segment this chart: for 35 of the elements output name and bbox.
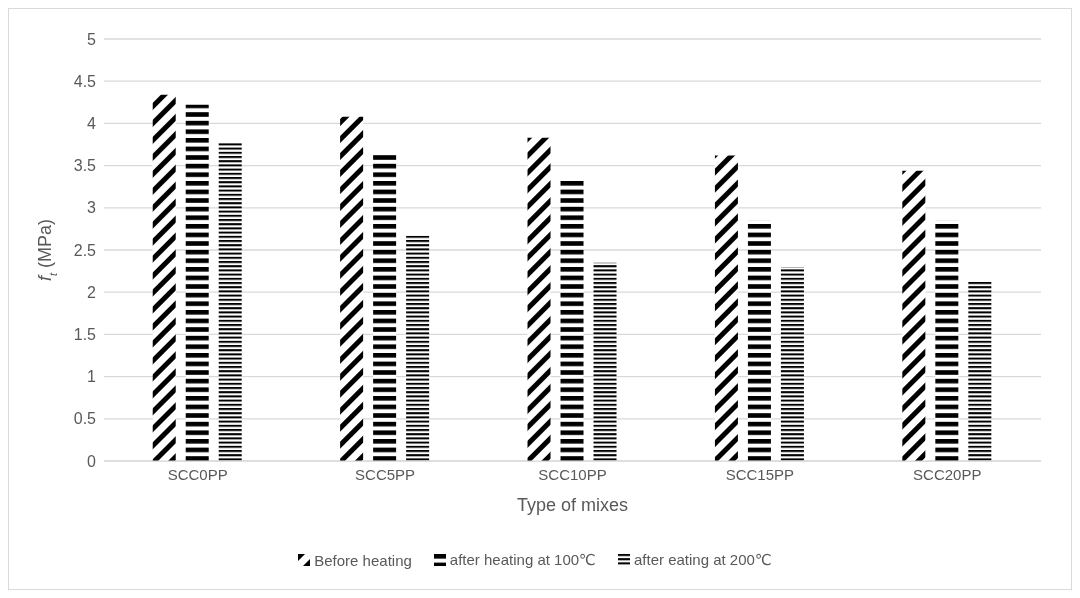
y-tick-label: 2.5 [73,241,97,259]
legend-label: after heating at 100℃ [448,551,596,569]
bar [593,262,617,461]
x-tick-label: SCC5PP [355,465,416,483]
y-tick-label: 0 [87,452,97,470]
bar [968,281,992,461]
bar [780,266,804,461]
bar [527,137,551,461]
bar [152,94,176,461]
y-tick-label: 3.5 [73,157,97,175]
x-axis-title: Type of mixes [516,495,629,515]
bar [560,180,584,461]
y-tick-label: 2 [87,283,97,301]
y-tick-label: 3 [87,199,97,217]
y-tick-label: 5 [87,30,97,48]
y-tick-label: 1.5 [73,326,97,344]
bar [902,170,926,461]
bar [406,235,430,461]
y-tick-label: 4.5 [73,72,97,90]
y-tick-label: 0.5 [73,410,97,428]
x-tick-label: SCC0PP [167,465,228,483]
x-tick-label: SCC15PP [725,465,795,483]
x-tick-label: SCC10PP [538,465,607,483]
legend-label: after eating at 200℃ [632,551,772,569]
y-tick-label: 1 [87,368,97,386]
x-tick-label: SCC20PP [913,465,982,483]
bar [218,141,242,461]
bar [747,220,771,461]
bar [340,116,364,461]
bar [373,152,397,461]
legend-label: Before heating [313,551,412,569]
bar [714,155,738,461]
y-tick-label: 4 [87,115,97,133]
bar [935,220,959,461]
bar [185,104,209,461]
